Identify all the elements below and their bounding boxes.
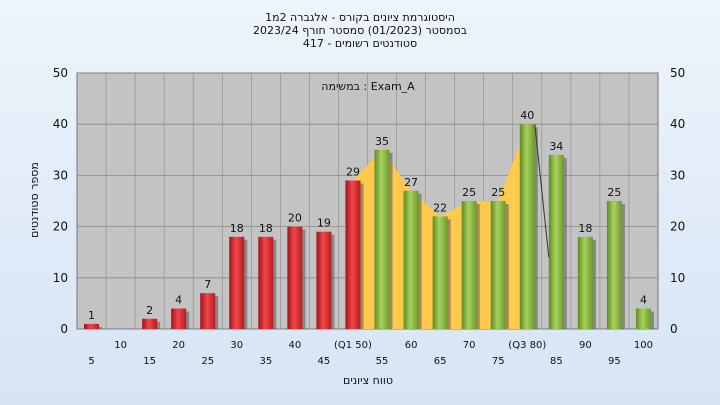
data-label: 18 (259, 222, 273, 235)
task-annotation: במשימה : Exam_A (321, 80, 415, 93)
data-label: 19 (317, 217, 331, 230)
title-line-2: בסמסטר (01/2023) סמסטר חורף 2023/24 (253, 24, 467, 37)
data-label: 20 (288, 212, 302, 225)
x-tick: 5 (88, 356, 94, 367)
bars (84, 124, 654, 329)
y-axis-label: מספר סטודנטים (28, 162, 41, 238)
x-tick: 70 (463, 340, 476, 351)
x-tick: 10 (114, 340, 127, 351)
x-tick: 100 (634, 340, 653, 351)
data-label: 29 (346, 166, 360, 179)
x-tick: 45 (318, 356, 331, 367)
chart-title: היסטוגרמת ציונים בקורס - אלגברה 2מ1 בסמס… (253, 11, 467, 50)
trend-line (534, 124, 550, 258)
bar-65 (432, 216, 448, 329)
x-tick: 30 (230, 340, 243, 351)
bar-70 (461, 201, 477, 329)
bar-95 (606, 201, 622, 329)
title-line-1: היסטוגרמת ציונים בקורס - אלגברה 2מ1 (265, 11, 455, 24)
bar-20 (171, 308, 187, 329)
data-labels: 1 2 4 7 18 18 20 19 29 35 27 22 25 25 40 34 18 25 4 (88, 109, 647, 322)
y-tick-right: 30 (670, 168, 685, 182)
x-axis-label: טווח ציונים (343, 374, 393, 387)
x-tick: 75 (492, 356, 505, 367)
data-label: 25 (607, 186, 621, 199)
data-label: 4 (175, 294, 182, 307)
y-tick-right: 50 (670, 66, 685, 80)
x-tick: 15 (143, 356, 156, 367)
bar-35 (258, 236, 274, 329)
bar-(Q3 80) (519, 124, 535, 329)
bar-75 (490, 201, 506, 329)
x-tick: 90 (579, 340, 592, 351)
data-label: 25 (462, 186, 476, 199)
y-tick-left: 10 (53, 271, 68, 285)
x-axis: 5 10 15 20 25 30 35 40 45(Q1 50) 55 60 65 70 75(Q3 80… (88, 340, 653, 367)
y-axis-left: 0 10 20 30 40 50 (53, 66, 68, 336)
y-tick-right: 20 (670, 220, 685, 234)
y-axis-right: 0 10 20 30 40 50 (670, 66, 685, 336)
data-label: 4 (640, 294, 647, 307)
y-tick-right: 10 (670, 271, 685, 285)
bar-15 (142, 318, 158, 329)
bar-40 (287, 226, 303, 329)
bar-(Q1 50) (345, 180, 361, 329)
bar-45 (316, 231, 332, 329)
bar-25 (200, 293, 216, 329)
data-label: 18 (578, 222, 592, 235)
title-line-3: סטודנטים רשומים - 417 (303, 37, 417, 50)
bar-85 (548, 154, 564, 329)
y-tick-left: 40 (53, 117, 68, 131)
x-tick: 35 (259, 356, 272, 367)
x-tick: (Q1 50) (334, 340, 372, 351)
y-tick-left: 0 (60, 322, 68, 336)
data-label: 7 (204, 278, 211, 291)
x-tick: 20 (172, 340, 185, 351)
data-label: 22 (433, 201, 447, 214)
data-label: 34 (549, 140, 563, 153)
data-label: 40 (520, 109, 534, 122)
x-tick: 85 (550, 356, 563, 367)
data-label: 25 (491, 186, 505, 199)
y-tick-left: 50 (53, 66, 68, 80)
data-label: 35 (375, 135, 389, 148)
bar-100 (635, 308, 651, 329)
bar-5 (84, 323, 100, 329)
x-tick: 65 (434, 356, 447, 367)
y-tick-left: 30 (53, 168, 68, 182)
x-tick: (Q3 80) (508, 340, 546, 351)
data-label: 2 (146, 304, 153, 317)
y-tick-right: 40 (670, 117, 685, 131)
x-tick: 95 (608, 356, 621, 367)
y-tick-left: 20 (53, 220, 68, 234)
bar-55 (374, 149, 390, 329)
x-tick: 55 (376, 356, 389, 367)
x-tick: 40 (289, 340, 302, 351)
data-label: 18 (230, 222, 244, 235)
x-tick: 25 (201, 356, 214, 367)
y-tick-right: 0 (670, 322, 678, 336)
data-label: 1 (88, 309, 95, 322)
bar-60 (403, 190, 419, 329)
bar-30 (229, 236, 245, 329)
data-label: 27 (404, 176, 418, 189)
x-tick: 60 (405, 340, 418, 351)
bar-90 (577, 236, 593, 329)
